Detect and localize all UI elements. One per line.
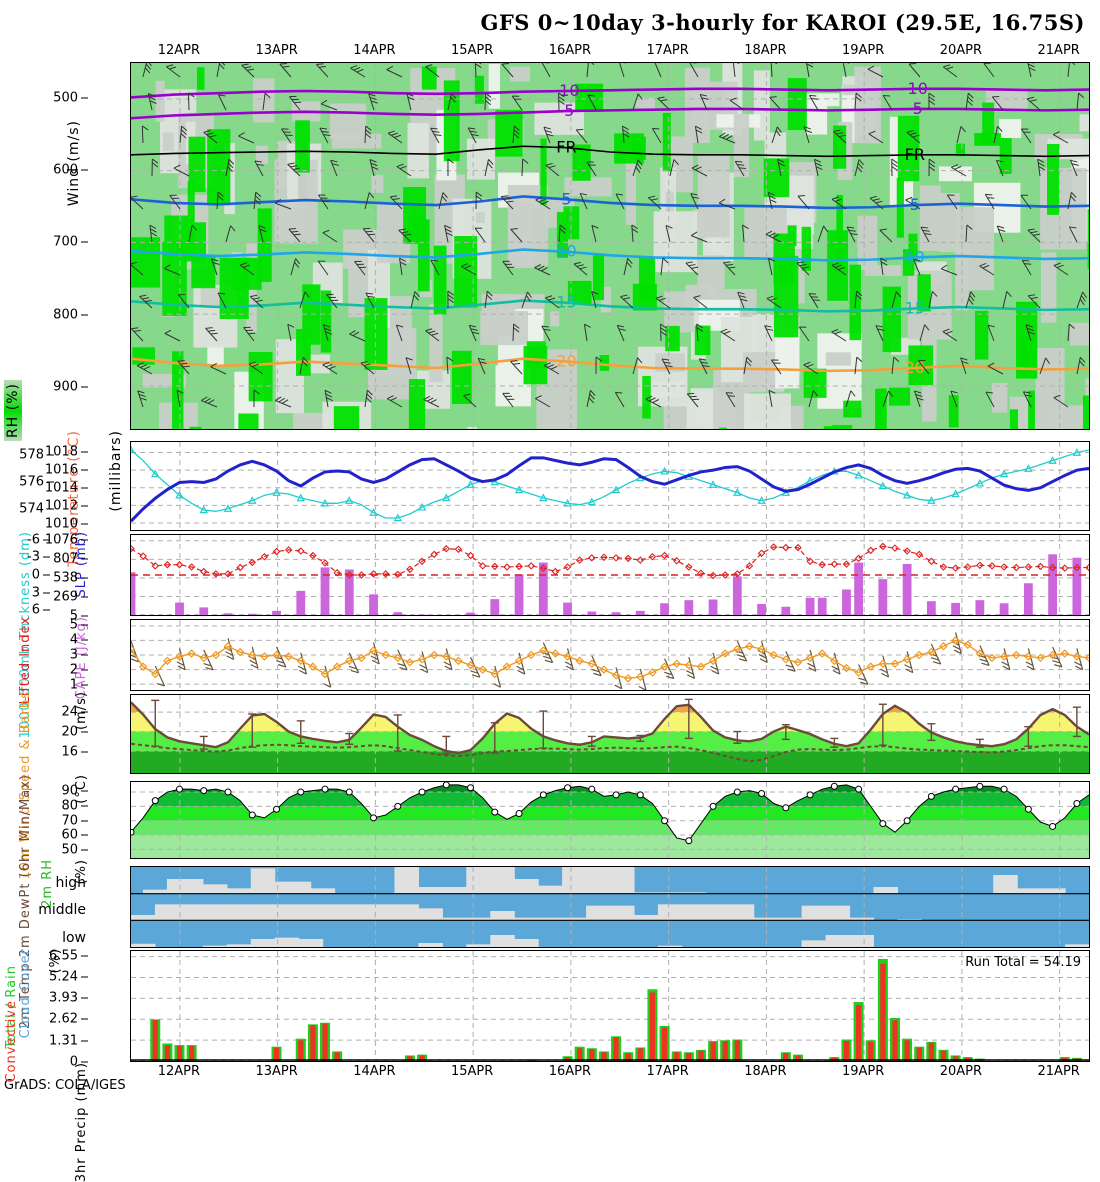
cloud-cover-label: Cloud Cover [18, 948, 33, 1038]
y-tick: 50 [61, 843, 88, 858]
contour-label: 5 [561, 189, 571, 208]
y-tick: 1.31 [49, 1033, 88, 1048]
wind10m-markers [131, 637, 1089, 682]
contour-label: -5 [558, 101, 574, 120]
y-tick: 576 [19, 474, 54, 489]
y-tick: -3 [27, 550, 50, 565]
y-tick: 3 [70, 648, 88, 663]
y-tick: 578 [19, 447, 54, 462]
contour-label: -10 [902, 79, 928, 98]
y-tick: 60 [61, 828, 88, 843]
cape-lifted-index-panel[interactable] [130, 534, 1090, 616]
date-tick-14apr: 14APR [339, 43, 409, 58]
rh2m-panel[interactable] [130, 781, 1090, 859]
date-tick-21apr: 21APR [1024, 43, 1094, 58]
cape-bars [131, 554, 1081, 615]
credit-label: GrADS: COLA/IGES [4, 1078, 126, 1093]
lifted-index-markers [131, 543, 1089, 578]
date-tick-17apr: 17APR [633, 43, 703, 58]
precip-panel[interactable]: Run Total = 54.19 [130, 950, 1090, 1062]
date-tick-19apr: 19APR [828, 43, 898, 58]
precip-convective-bars [153, 964, 1080, 1061]
date-tick-14apr: 14APR [339, 1064, 409, 1079]
y-tick: 700 [53, 235, 88, 250]
wind10m-panel[interactable] [130, 619, 1090, 691]
contour-label: 20 [556, 352, 576, 371]
cloud-row-label-low: low [62, 930, 86, 946]
date-tick-13apr: 13APR [242, 43, 312, 58]
temp2m-band-fill [131, 695, 1089, 773]
y-tick: 6.55 [49, 948, 88, 963]
y-tick: 80 [61, 799, 88, 814]
y-tick: 1010 [45, 516, 88, 531]
date-tick-19apr: 19APR [828, 1064, 898, 1079]
contour-label: 10 [556, 242, 576, 261]
date-tick-12apr: 12APR [144, 43, 214, 58]
date-tick-20apr: 20APR [926, 1064, 996, 1079]
precip-convective-legend: Convective [4, 1000, 19, 1083]
contour-label: 15 [556, 293, 576, 312]
y-tick: 3.93 [49, 991, 88, 1006]
cloud-row-label-middle: middle [38, 902, 86, 918]
y-tick: -6 [27, 532, 50, 547]
cloud-cover-panel[interactable] [130, 866, 1090, 948]
y-tick: 1076 [45, 532, 88, 547]
y-tick: 0 [32, 568, 50, 583]
upper-air-y-label: (millibars) [108, 430, 124, 512]
y-tick: 5.24 [49, 969, 88, 984]
date-tick-20apr: 20APR [926, 43, 996, 58]
precip-y-label: 3hr Precip (mm) [74, 1062, 89, 1182]
legend-wind: Wind (m/s) [66, 120, 82, 206]
date-tick-21apr: 21APR [1024, 1064, 1094, 1079]
date-tick-15apr: 15APR [437, 43, 507, 58]
y-tick: 807 [53, 551, 88, 566]
temp2m-panel[interactable] [130, 694, 1090, 774]
y-tick: 538 [53, 570, 88, 585]
rh2m-y-label: 2m RH [40, 859, 55, 908]
y-tick: 800 [53, 307, 88, 322]
y-tick: 24 [61, 704, 88, 719]
y-tick: 900 [53, 379, 88, 394]
date-tick-18apr: 18APR [730, 43, 800, 58]
cloud-row-label-high: high [55, 875, 86, 891]
y-tick: 6 [32, 603, 50, 618]
y-tick: 574 [19, 502, 54, 517]
y-tick: 269 [53, 589, 88, 604]
date-tick-15apr: 15APR [437, 1064, 507, 1079]
contour-label: FR [556, 138, 576, 157]
date-tick-16apr: 16APR [535, 1064, 605, 1079]
wind10m-speed-line [131, 640, 1089, 678]
y-tick: 20 [61, 724, 88, 739]
y-tick: 3 [32, 585, 50, 600]
run-total-label: Run Total = 54.19 [965, 955, 1081, 970]
date-tick-17apr: 17APR [633, 1064, 703, 1079]
y-tick: 70 [61, 813, 88, 828]
y-tick: 2.62 [49, 1012, 88, 1027]
y-tick: 90 [61, 784, 88, 799]
slp-thickness-panel[interactable] [130, 441, 1090, 531]
y-tick: 500 [53, 91, 88, 106]
date-tick-12apr: 12APR [144, 1064, 214, 1079]
contour-label: FR [905, 145, 925, 164]
y-tick: 4 [70, 633, 88, 648]
date-tick-16apr: 16APR [535, 43, 605, 58]
y-tick: 16 [61, 744, 88, 759]
wind10m-barbs [131, 632, 1083, 690]
date-tick-13apr: 13APR [242, 1064, 312, 1079]
slp-line [131, 458, 1089, 521]
y-tick: 5 [70, 618, 88, 633]
y-tick: 2 [70, 663, 88, 678]
date-tick-18apr: 18APR [730, 1064, 800, 1079]
page-title: GFS 0~10day 3-hourly for KAROI (29.5E, 1… [0, 10, 1085, 35]
contour-label: -10 [553, 81, 579, 100]
contour-label: 15 [905, 298, 925, 317]
rh2m-band-fill [131, 782, 1089, 858]
contour-label: -5 [907, 99, 923, 118]
legend-rh: RH (%) [4, 380, 22, 441]
